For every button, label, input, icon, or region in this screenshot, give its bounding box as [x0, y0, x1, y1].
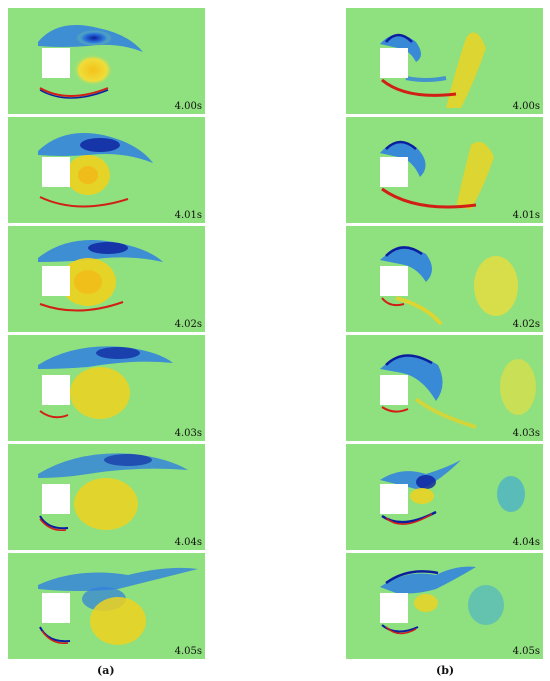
frame-time-label: 4.05s — [174, 646, 202, 657]
cylinder — [42, 48, 70, 78]
vorticity-field — [38, 567, 198, 645]
vorticity-field — [38, 453, 188, 532]
frame-a-4: 4.03s — [8, 335, 205, 441]
frame-b-3: 4.02s — [346, 226, 543, 332]
frame-a-5: 4.04s — [8, 444, 205, 550]
frame-b-2: 4.01s — [346, 117, 543, 223]
cylinder — [42, 593, 70, 623]
cylinder — [380, 266, 408, 296]
panel-caption: (a) — [97, 664, 115, 677]
cylinder — [380, 593, 408, 623]
cylinder — [42, 157, 70, 187]
frame-a-3: 4.02s — [8, 226, 205, 332]
vorticity-field — [380, 566, 504, 635]
frame-a-2: 4.01s — [8, 117, 205, 223]
frame-time-label: 4.00s — [174, 101, 202, 112]
vorticity-field — [38, 133, 153, 208]
cylinder — [380, 484, 408, 514]
vorticity-field — [380, 460, 525, 525]
frame-time-label: 4.00s — [512, 101, 540, 112]
cylinder — [380, 375, 408, 405]
frame-b-1: 4.00s — [346, 8, 543, 114]
cylinder — [42, 484, 70, 514]
frame-b-6: 4.05s — [346, 553, 543, 659]
cylinder — [42, 375, 70, 405]
cylinder — [380, 157, 408, 187]
frame-time-label: 4.02s — [174, 319, 202, 330]
vorticity-field — [380, 354, 536, 429]
frame-time-label: 4.04s — [174, 537, 202, 548]
vorticity-field — [38, 346, 173, 419]
vorticity-field — [38, 240, 163, 312]
frame-a-6: 4.05s — [8, 553, 205, 659]
frame-time-label: 4.01s — [174, 210, 202, 221]
frame-time-label: 4.02s — [512, 319, 540, 330]
frame-time-label: 4.03s — [512, 428, 540, 439]
frame-b-5: 4.04s — [346, 444, 543, 550]
cylinder — [380, 48, 408, 78]
frame-time-label: 4.01s — [512, 210, 540, 221]
cylinder — [42, 266, 70, 296]
frame-time-label: 4.04s — [512, 537, 540, 548]
vorticity-field — [380, 246, 518, 326]
frame-time-label: 4.03s — [174, 428, 202, 439]
frame-a-1: 4.00s — [8, 8, 205, 114]
vorticity-field — [380, 32, 486, 108]
panel-caption: (b) — [436, 664, 455, 677]
frame-b-4: 4.03s — [346, 335, 543, 441]
vorticity-field — [380, 140, 494, 209]
vorticity-field — [38, 25, 143, 99]
frame-time-label: 4.05s — [512, 646, 540, 657]
